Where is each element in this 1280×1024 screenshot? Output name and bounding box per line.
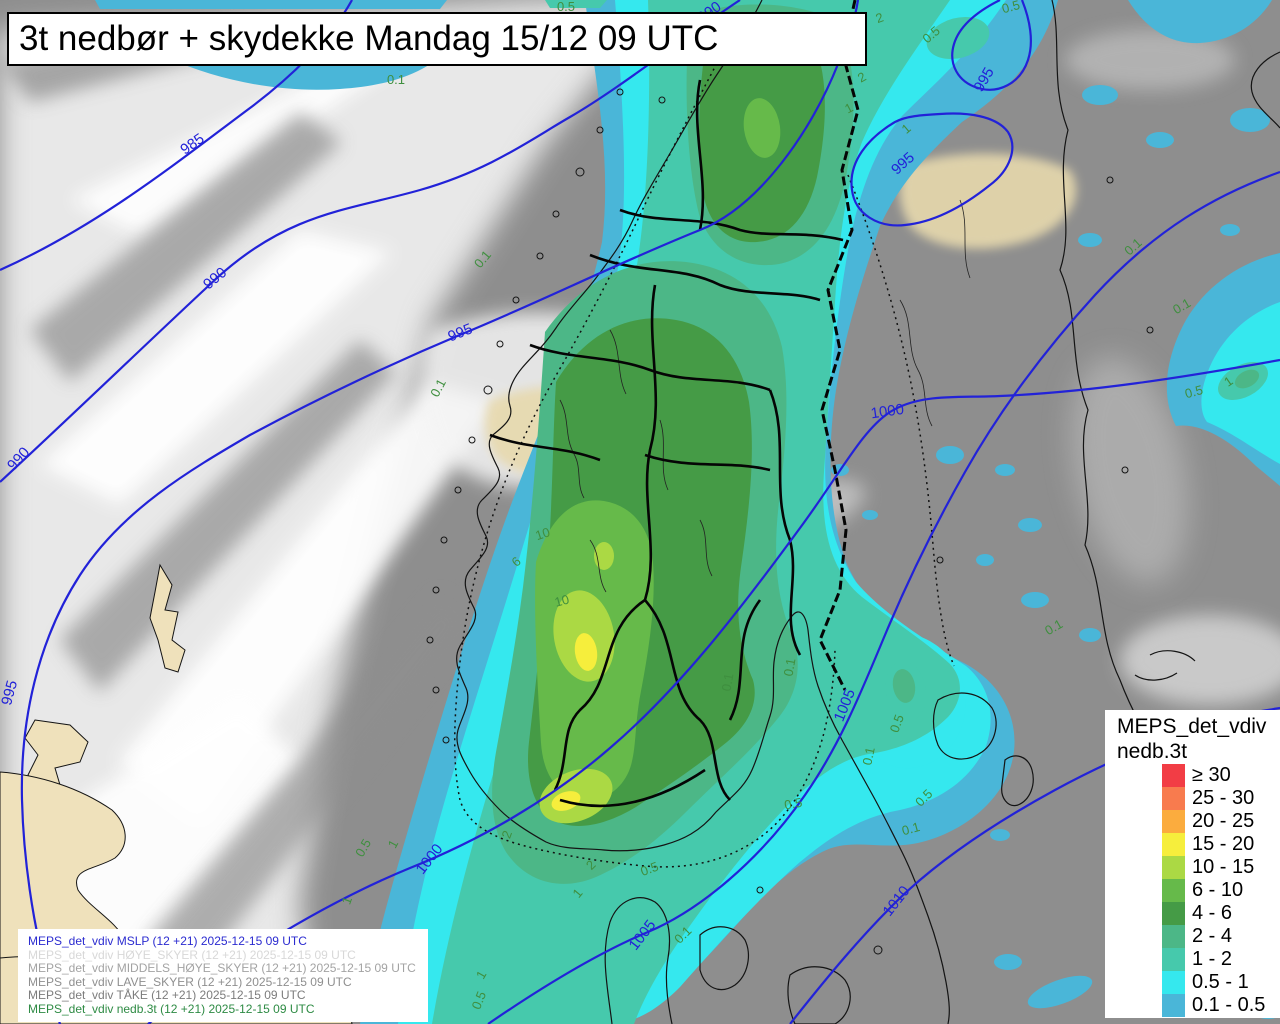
isobar-995-loop xyxy=(850,112,1014,227)
legend-item: 15 - 20 xyxy=(1117,833,1280,856)
legend-title-line2: nedb.3t xyxy=(1117,740,1188,763)
legend-item-label: 15 - 20 xyxy=(1192,833,1255,855)
contour-label: 10 xyxy=(533,524,551,543)
attribution-line: MEPS_det_vdiv nedb.3t (12 +21) 2025-12-1… xyxy=(28,1001,315,1016)
contour-label: 0.1 xyxy=(719,672,737,692)
legend-swatch xyxy=(1162,787,1185,810)
isobar-995-loop xyxy=(951,0,1032,91)
contour-label: 0.5 xyxy=(1000,0,1021,16)
legend-item-label: 20 - 25 xyxy=(1192,810,1255,832)
legend-item: 10 - 15 xyxy=(1117,856,1280,879)
contour-label: 0.1 xyxy=(427,376,449,399)
contour-label: 0.1 xyxy=(900,819,921,838)
legend-swatch xyxy=(1162,833,1185,856)
contour-label: 2 xyxy=(498,828,515,840)
map-title-bar: 3t nedbør + skydekke Mandag 15/12 09 UTC xyxy=(7,12,867,66)
legend-item: 2 - 4 xyxy=(1117,925,1280,948)
legend-item-label: 10 - 15 xyxy=(1192,856,1255,878)
legend-swatch xyxy=(1162,948,1185,971)
precip-band-15-20 xyxy=(551,633,598,811)
contour-label: 0.5 xyxy=(468,989,489,1011)
legend-swatch xyxy=(1162,902,1185,925)
isobar-label: 1000 xyxy=(870,401,905,422)
legend-item-label: 0.5 - 1 xyxy=(1192,971,1249,993)
legend-item: 20 - 25 xyxy=(1117,810,1280,833)
legend-item-label: 1 - 2 xyxy=(1192,948,1233,970)
contour-label: 0.5 xyxy=(887,712,907,734)
legend-item: ≥ 30 xyxy=(1117,764,1280,787)
contour-label: 2 xyxy=(873,9,885,26)
legend-swatch xyxy=(1162,971,1185,994)
contour-label: 1 xyxy=(338,894,355,906)
attribution-line: MEPS_det_vdiv MIDDELS_HØYE_SKYER (12 +21… xyxy=(28,961,416,975)
attribution-line: MEPS_det_vdiv MSLP (12 +21) 2025-12-15 0… xyxy=(28,934,307,948)
contour-label: 0.1 xyxy=(387,72,405,87)
legend-item: 0.1 - 0.5 xyxy=(1117,994,1280,1017)
legend-item-label: 2 - 4 xyxy=(1192,925,1233,947)
legend-swatch xyxy=(1162,764,1185,787)
legend-item: 6 - 10 xyxy=(1117,879,1280,902)
contour-label: 0.1 xyxy=(859,746,877,767)
legend-item-label: 6 - 10 xyxy=(1192,879,1244,901)
precip-legend: MEPS_det_vdiv nedb.3t ≥ 30 25 - 30 20 - … xyxy=(1105,710,1280,1018)
legend-swatch xyxy=(1162,856,1185,879)
legend-item: 1 - 2 xyxy=(1117,948,1280,971)
contour-label: 0.1 xyxy=(781,657,799,677)
legend-item-label: 25 - 30 xyxy=(1192,787,1255,809)
contour-label: 0.5 xyxy=(638,859,660,879)
dotted-boundary xyxy=(454,41,955,868)
legend-swatch xyxy=(1162,810,1185,833)
model-attribution: MEPS_det_vdiv MSLP (12 +21) 2025-12-15 0… xyxy=(18,929,428,1022)
legend-item: 25 - 30 xyxy=(1117,787,1280,810)
legend-item: 4 - 6 xyxy=(1117,902,1280,925)
legend-title-line1: MEPS_det_vdiv xyxy=(1117,715,1267,738)
skerries xyxy=(426,47,1154,955)
map-title: 3t nedbør + skydekke Mandag 15/12 09 UTC xyxy=(19,19,719,58)
attribution-line: MEPS_det_vdiv TÅKE (12 +21) 2025-12-15 0… xyxy=(28,988,306,1002)
valley-lines xyxy=(559,199,971,593)
legend-item-label: ≥ 30 xyxy=(1192,764,1231,786)
contour-label: 0.5 xyxy=(557,0,575,14)
isobar-label: 995 xyxy=(0,679,21,708)
legend-item-label: 0.1 - 0.5 xyxy=(1192,994,1266,1016)
isobar-1000 xyxy=(147,358,1280,1024)
isobar-1005 xyxy=(487,170,1280,1024)
attribution-line: MEPS_det_vdiv HØYE_SKYER (12 +21) 2025-1… xyxy=(28,947,356,962)
contour-label: 0.5 xyxy=(1183,382,1204,401)
attribution-line: MEPS_det_vdiv LAVE_SKYER (12 +21) 2025-1… xyxy=(28,974,352,989)
legend-swatch xyxy=(1162,994,1185,1017)
isobar-995 xyxy=(20,0,860,1024)
legend-item-label: 4 - 6 xyxy=(1192,902,1233,924)
contour-label: 10 xyxy=(553,592,571,610)
contour-label: 0.5 xyxy=(783,795,803,813)
legend-item: 0.5 - 1 xyxy=(1117,971,1280,994)
legend-swatch xyxy=(1162,879,1185,902)
legend-swatch xyxy=(1162,925,1185,948)
isobar-990 xyxy=(0,0,741,483)
